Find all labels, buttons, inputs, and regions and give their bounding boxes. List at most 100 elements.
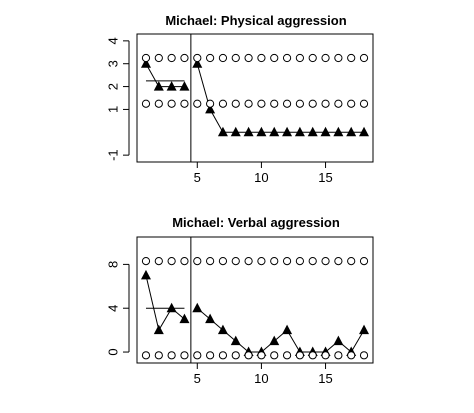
chart-title: Michael: Verbal aggression (172, 215, 340, 230)
data-point (333, 126, 344, 137)
data-point (243, 126, 254, 137)
band-point (334, 53, 343, 63)
data-point (153, 324, 164, 335)
data-point (282, 324, 293, 335)
data-point (230, 335, 241, 346)
band-point (257, 257, 266, 266)
band-point (218, 257, 228, 266)
band-point (321, 257, 330, 266)
band-point (295, 53, 304, 63)
data-point (205, 103, 216, 114)
band-point (257, 53, 266, 63)
data-line (196, 63, 365, 133)
band-point (231, 99, 240, 108)
band-point (154, 351, 163, 360)
data-point (307, 126, 318, 137)
y-tick-label: 3 (106, 60, 121, 67)
band-point (347, 53, 356, 63)
band-point (244, 257, 253, 266)
x-tick-label: 15 (318, 170, 332, 185)
band-point (180, 351, 189, 360)
data-point (217, 324, 228, 335)
band-point (282, 351, 292, 360)
data-line (145, 275, 185, 332)
band-point (167, 53, 176, 63)
band-point (218, 99, 228, 108)
data-point (269, 335, 280, 346)
data-point (269, 126, 280, 137)
chart-verbal-aggression: Michael: Verbal aggression 5 10 15 0 4 8 (106, 215, 374, 386)
band-point (206, 351, 215, 360)
band-point (244, 99, 253, 108)
band-point (141, 53, 151, 63)
band-point (295, 351, 304, 360)
data-point (294, 126, 305, 137)
band-point (321, 53, 330, 63)
band-point (193, 53, 202, 63)
band-point (359, 351, 369, 360)
band-point (141, 99, 151, 108)
data-point (359, 126, 370, 137)
band-point (359, 53, 369, 63)
band-point (334, 257, 343, 266)
band-point (295, 99, 304, 108)
data-point (205, 313, 216, 324)
band-point (154, 257, 163, 266)
band-point (257, 351, 266, 360)
band-point (347, 99, 356, 108)
data-point (230, 126, 241, 137)
band-point (334, 99, 343, 108)
y-tick-label: 4 (106, 37, 121, 44)
band-point (321, 351, 330, 360)
y-tick-label: 2 (106, 83, 121, 90)
band-point (193, 257, 202, 266)
y-tick-label: 0 (106, 348, 121, 355)
data-point (192, 302, 203, 313)
data-point (166, 81, 177, 91)
band-point (359, 99, 369, 108)
band-point (308, 351, 317, 360)
x-tick-label: 15 (318, 371, 332, 386)
band-point (231, 53, 240, 63)
band-point (295, 257, 304, 266)
band-point (218, 53, 228, 63)
data-point (217, 126, 228, 137)
chart-title: Michael: Physical aggression (165, 13, 346, 28)
band-point (206, 257, 215, 266)
data-point (166, 302, 177, 313)
data-point (140, 269, 151, 280)
band-point (282, 53, 292, 63)
band-point (206, 99, 215, 108)
data-point (282, 126, 293, 137)
band-point (270, 99, 279, 108)
y-tick-label: -1 (106, 149, 121, 161)
band-point (180, 99, 189, 108)
band-point (282, 99, 292, 108)
data-point (179, 81, 190, 91)
band-point (257, 99, 266, 108)
band-point (308, 53, 317, 63)
data-point (359, 324, 370, 335)
band-point (154, 99, 163, 108)
band-point (270, 53, 279, 63)
band-point (193, 99, 202, 108)
band-point (167, 257, 176, 266)
band-point (270, 257, 279, 266)
data-point (346, 126, 357, 137)
band-point (218, 351, 228, 360)
band-point (180, 257, 189, 266)
band-point (231, 257, 240, 266)
data-point (333, 335, 344, 346)
band-point (308, 99, 317, 108)
data-point (179, 313, 190, 324)
band-point (154, 53, 163, 63)
band-point (359, 257, 369, 266)
band-point (347, 351, 356, 360)
band-point (270, 351, 279, 360)
data-point (140, 58, 151, 68)
band-point (347, 257, 356, 266)
band-point (180, 53, 189, 63)
band-point (244, 53, 253, 63)
data-point (256, 126, 267, 137)
